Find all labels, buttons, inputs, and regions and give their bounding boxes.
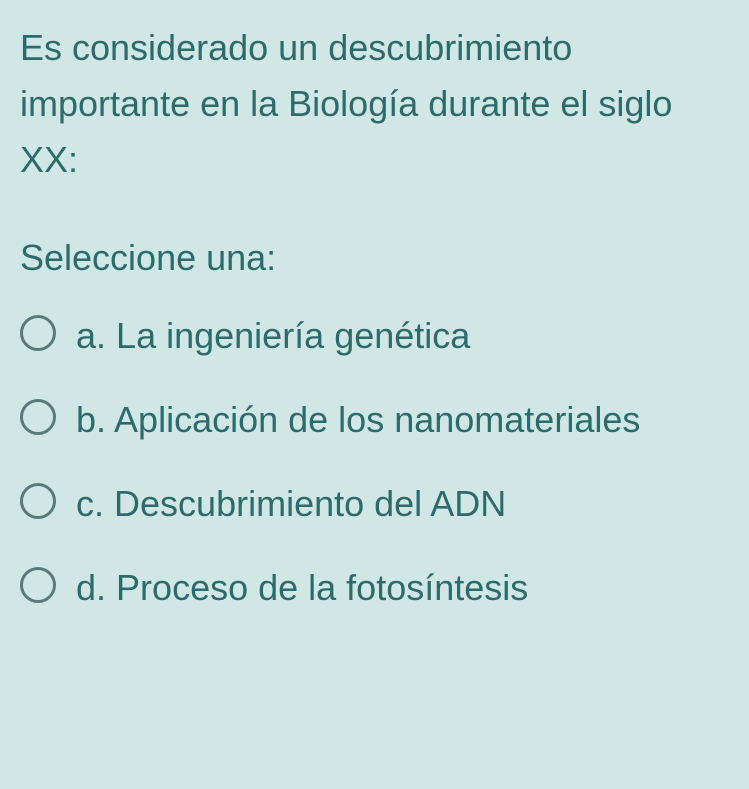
- select-prompt: Seleccione una:: [20, 237, 729, 279]
- option-letter: c.: [76, 483, 104, 524]
- question-text: Es considerado un descubrimiento importa…: [20, 20, 729, 187]
- option-label: d. Proceso de la fotosíntesis: [76, 561, 528, 615]
- radio-icon[interactable]: [20, 399, 56, 435]
- option-label: a. La ingeniería genética: [76, 309, 470, 363]
- option-letter: d.: [76, 567, 106, 608]
- option-letter: a.: [76, 315, 106, 356]
- option-d[interactable]: d. Proceso de la fotosíntesis: [20, 561, 729, 615]
- option-text: La ingeniería genética: [116, 315, 470, 356]
- option-c[interactable]: c. Descubrimiento del ADN: [20, 477, 729, 531]
- option-letter: b.: [76, 399, 106, 440]
- radio-icon[interactable]: [20, 483, 56, 519]
- option-text: Aplicación de los nanomateriales: [114, 399, 640, 440]
- option-text: Descubrimiento del ADN: [114, 483, 506, 524]
- option-b[interactable]: b. Aplicación de los nanomateriales: [20, 393, 729, 447]
- option-label: c. Descubrimiento del ADN: [76, 477, 506, 531]
- options-list: a. La ingeniería genética b. Aplicación …: [20, 309, 729, 615]
- option-a[interactable]: a. La ingeniería genética: [20, 309, 729, 363]
- option-text: Proceso de la fotosíntesis: [116, 567, 528, 608]
- option-label: b. Aplicación de los nanomateriales: [76, 393, 640, 447]
- radio-icon[interactable]: [20, 315, 56, 351]
- radio-icon[interactable]: [20, 567, 56, 603]
